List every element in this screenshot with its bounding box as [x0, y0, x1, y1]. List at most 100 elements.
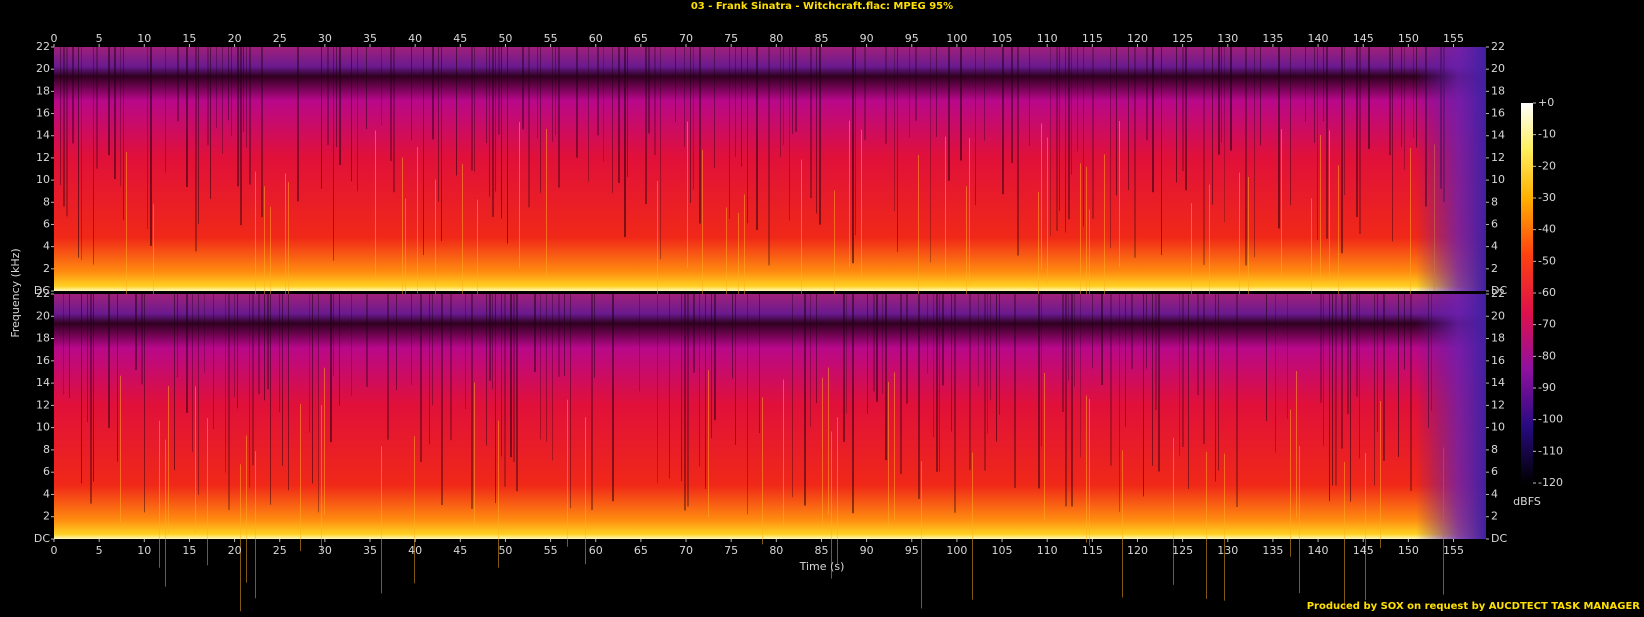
texture: [1221, 47, 1222, 143]
y-tick-label: 16: [36, 354, 50, 367]
texture: [591, 294, 593, 511]
texture: [366, 47, 367, 130]
colorbar: [1521, 103, 1533, 483]
texture: [969, 294, 971, 471]
texture: [1119, 294, 1120, 513]
texture: [1068, 47, 1070, 220]
texture: [1017, 47, 1019, 256]
colorbar-tick-label: -90: [1538, 381, 1556, 394]
texture: [552, 294, 553, 461]
texture: [1119, 120, 1120, 268]
texture: [828, 367, 829, 515]
texture: [381, 446, 382, 594]
texture: [1212, 47, 1213, 205]
x-tick-label: 60: [589, 544, 603, 557]
texture: [1086, 166, 1087, 314]
texture: [1350, 294, 1351, 502]
texture: [390, 47, 392, 162]
x-tick-label: 140: [1308, 544, 1329, 557]
x-tick-label: 35: [363, 32, 377, 45]
colorbar-tick-label: -20: [1538, 159, 1556, 172]
texture: [288, 182, 289, 329]
texture: [1287, 294, 1288, 419]
texture: [1047, 137, 1048, 284]
texture: [186, 47, 188, 187]
texture: [1041, 294, 1042, 447]
texture: [462, 164, 463, 311]
texture: [1203, 294, 1205, 445]
x-tick-label: 90: [860, 544, 874, 557]
texture: [1215, 294, 1216, 482]
texture: [837, 417, 838, 565]
texture: [312, 294, 313, 484]
x-tick-label: 130: [1217, 32, 1238, 45]
texture: [1296, 371, 1297, 519]
texture: [759, 294, 760, 433]
x-tick-label: 5: [96, 544, 103, 557]
chart-title: 03 - Frank Sinatra - Witchcraft.flac: MP…: [691, 1, 953, 12]
y-tick-label: 10: [36, 173, 50, 186]
texture: [336, 47, 337, 148]
texture: [1389, 47, 1391, 156]
texture: [318, 294, 319, 513]
texture: [1248, 176, 1249, 324]
texture: [321, 405, 322, 553]
y-tick-label: 8: [1491, 195, 1498, 208]
texture: [246, 435, 247, 583]
texture: [945, 136, 946, 283]
texture: [114, 47, 116, 180]
texture: [1329, 130, 1330, 277]
y-tick-label: 16: [36, 107, 50, 120]
texture: [60, 47, 61, 186]
texture: [1092, 47, 1094, 219]
texture: [1278, 47, 1280, 229]
texture: [501, 47, 502, 219]
texture: [1038, 294, 1040, 489]
texture: [1326, 47, 1328, 239]
texture: [714, 47, 715, 168]
texture: [1071, 294, 1073, 507]
y-tick-label: DC: [1491, 532, 1507, 545]
texture: [1401, 47, 1402, 147]
texture: [93, 294, 94, 482]
texture: [693, 47, 694, 190]
texture: [564, 294, 565, 377]
texture: [261, 47, 263, 218]
texture: [282, 294, 283, 466]
texture: [474, 382, 475, 530]
texture: [558, 47, 560, 188]
texture: [432, 294, 433, 406]
texture: [198, 294, 199, 495]
texture: [1224, 47, 1225, 223]
texture: [1380, 401, 1381, 549]
x-tick-label: 5: [96, 32, 103, 45]
texture: [1092, 294, 1093, 369]
y-axis-label: Frequency (kHz): [9, 248, 22, 337]
texture: [1083, 47, 1084, 227]
texture: [756, 47, 758, 231]
texture: [1290, 409, 1291, 557]
texture: [612, 294, 614, 502]
y-tick-label: DC: [34, 532, 50, 545]
texture: [351, 294, 352, 396]
texture: [1230, 47, 1232, 151]
texture: [906, 294, 908, 404]
texture: [1122, 450, 1123, 598]
texture: [252, 294, 254, 466]
y-tick-label: 8: [43, 195, 50, 208]
texture: [492, 294, 493, 390]
texture: [726, 207, 727, 354]
texture: [81, 47, 82, 261]
texture: [1062, 294, 1064, 413]
texture: [333, 47, 334, 261]
texture: [93, 47, 94, 265]
texture: [1134, 47, 1136, 258]
x-tick-label: 45: [453, 32, 467, 45]
texture: [510, 294, 512, 458]
texture: [660, 47, 661, 260]
x-tick-label: 150: [1398, 544, 1419, 557]
colorbar-tick-label: -80: [1538, 349, 1556, 362]
x-tick-label: 0: [51, 544, 58, 557]
texture: [990, 294, 991, 401]
x-tick-label: 130: [1217, 544, 1238, 557]
